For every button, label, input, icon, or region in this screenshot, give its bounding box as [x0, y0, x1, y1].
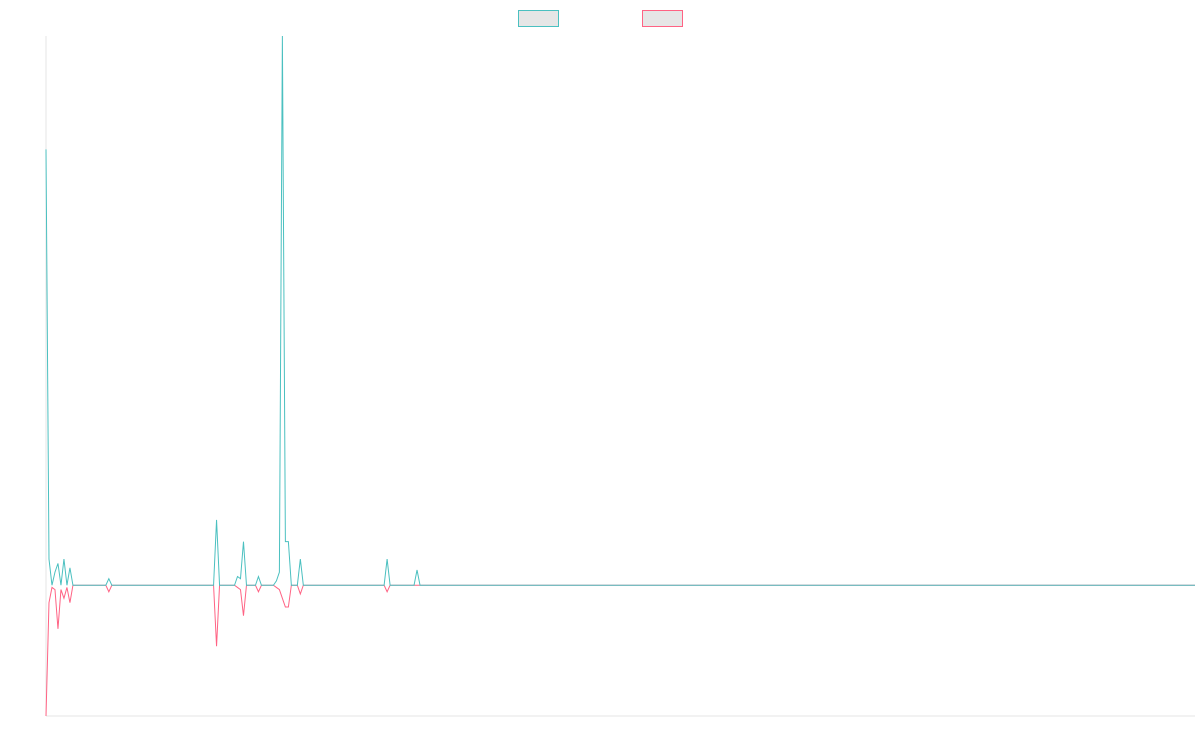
legend-swatch: [642, 10, 683, 27]
legend[interactable]: [518, 10, 683, 27]
legend-item-1[interactable]: [518, 10, 559, 27]
series-line-2: [45, 584, 1195, 717]
legend-item-2[interactable]: [642, 10, 683, 27]
legend-swatch: [518, 10, 559, 27]
series-line-1: [45, 35, 1195, 586]
series-layer: [45, 35, 1195, 717]
